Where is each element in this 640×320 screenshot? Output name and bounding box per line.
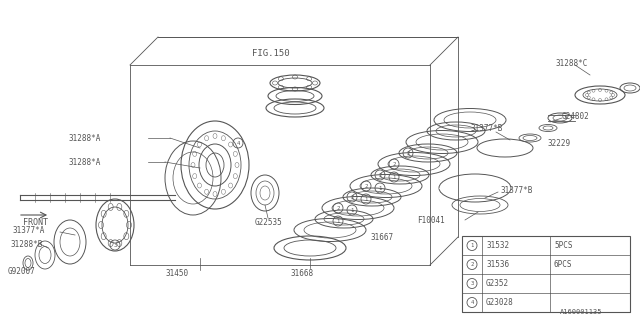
Text: FRONT: FRONT xyxy=(23,218,48,227)
Text: 1: 1 xyxy=(470,243,474,248)
Text: 31288*A: 31288*A xyxy=(68,133,100,142)
Text: 3: 3 xyxy=(113,243,116,247)
Text: 1: 1 xyxy=(378,186,381,190)
Text: 31532: 31532 xyxy=(486,241,509,250)
Text: G24802: G24802 xyxy=(562,111,589,121)
Text: 2: 2 xyxy=(392,162,396,166)
Text: 1: 1 xyxy=(350,207,354,212)
Text: G92007: G92007 xyxy=(8,268,36,276)
Text: F10041: F10041 xyxy=(417,215,445,225)
Text: 5PCS: 5PCS xyxy=(554,241,573,250)
Text: 31288*B: 31288*B xyxy=(10,239,42,249)
Text: 31450: 31450 xyxy=(165,269,188,278)
Text: 2: 2 xyxy=(378,172,381,178)
Text: 6PCS: 6PCS xyxy=(554,260,573,269)
Text: G22535: G22535 xyxy=(255,218,283,227)
Text: 31667: 31667 xyxy=(370,233,393,242)
Text: 2: 2 xyxy=(470,262,474,267)
Bar xyxy=(462,236,630,312)
Text: 31377*A: 31377*A xyxy=(12,226,44,235)
Text: 31668: 31668 xyxy=(290,268,313,277)
Text: 2: 2 xyxy=(406,150,410,156)
Text: 31377*B: 31377*B xyxy=(470,124,502,132)
Text: 2: 2 xyxy=(337,205,340,211)
Text: G23028: G23028 xyxy=(486,298,514,307)
Text: G2352: G2352 xyxy=(486,279,509,288)
Text: 32229: 32229 xyxy=(548,139,571,148)
Text: 4: 4 xyxy=(470,300,474,305)
Text: 2: 2 xyxy=(350,195,354,199)
Text: 1: 1 xyxy=(337,219,340,223)
Text: 1: 1 xyxy=(364,196,367,202)
Text: A160001135: A160001135 xyxy=(560,309,602,315)
Text: 2: 2 xyxy=(364,183,367,188)
Text: 3: 3 xyxy=(470,281,474,286)
Text: 31536: 31536 xyxy=(486,260,509,269)
Text: FIG.150: FIG.150 xyxy=(252,49,290,58)
Text: 1: 1 xyxy=(392,174,396,180)
Text: 31288*C: 31288*C xyxy=(555,59,588,68)
Text: 31288*A: 31288*A xyxy=(68,157,100,166)
Text: 4: 4 xyxy=(236,140,239,146)
Text: 31377*B: 31377*B xyxy=(500,186,532,195)
